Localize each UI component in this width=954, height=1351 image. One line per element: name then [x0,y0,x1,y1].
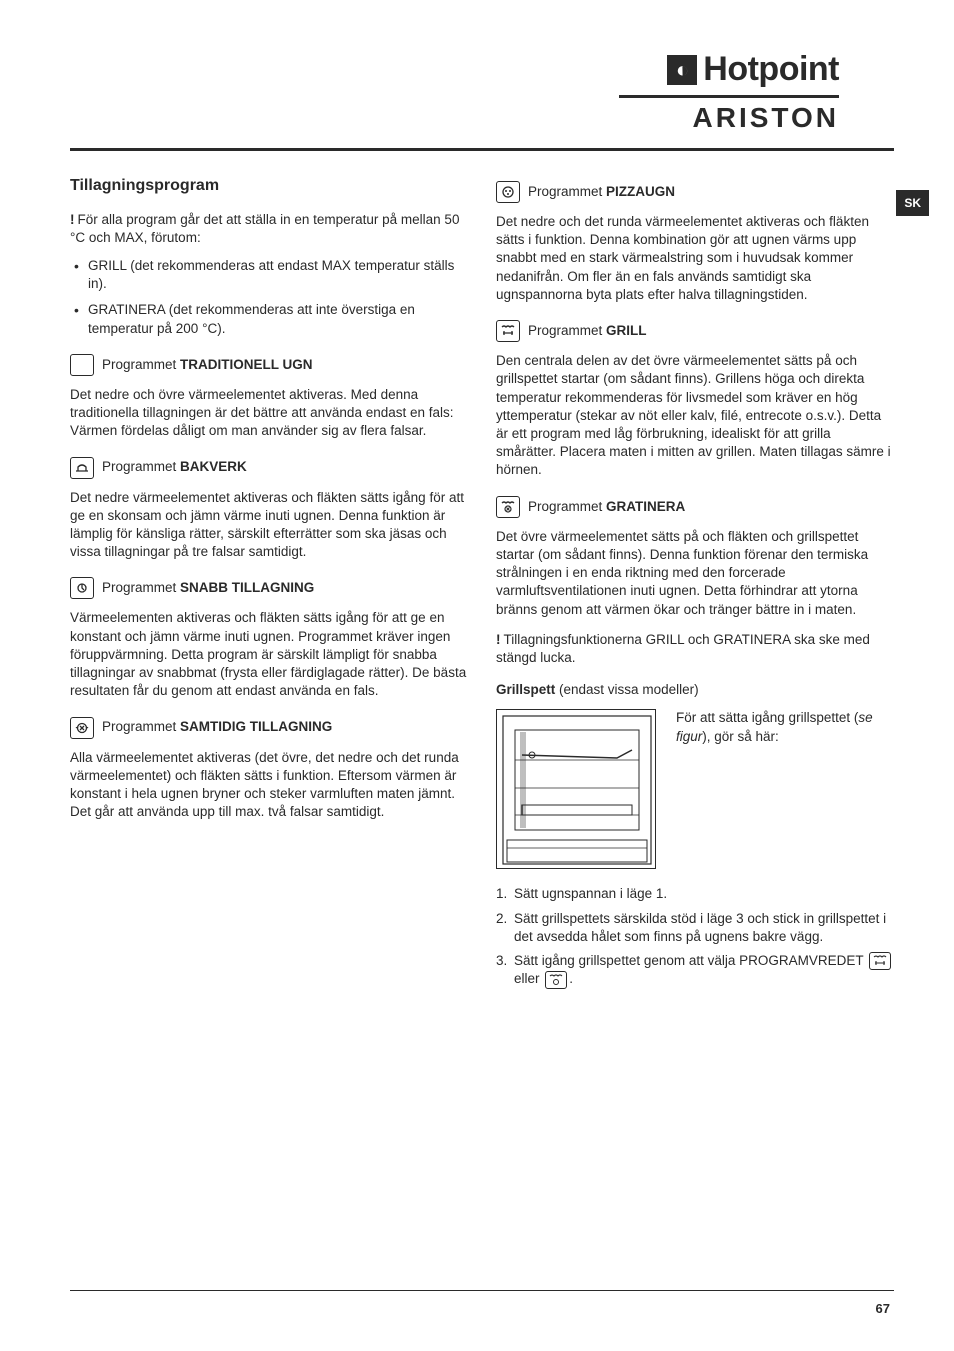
grillspett-heading: Grillspett (endast vissa modeller) [496,681,894,699]
program-header-traditionell: Programmet TRADITIONELL UGN [70,354,468,376]
program-label: Programmet SAMTIDIG TILLAGNING [102,718,332,736]
gratin-icon [496,496,520,518]
step-item: Sätt grillspettets särskilda stöd i läge… [496,910,894,946]
intro-warning: För alla program går det att ställa in e… [70,211,468,247]
list-item: GRILL (det rekommenderas att endast MAX … [70,257,468,293]
language-tab: SK [896,190,929,216]
fast-cooking-icon [70,577,94,599]
grillspett-steps: Sätt ugnspannan i läge 1. Sätt grillspet… [496,885,894,989]
program-label: Programmet GRILL [528,322,647,340]
brand-hotpoint: ◐ Hotpoint [619,50,839,89]
brand-block: ◐ Hotpoint ARISTON [619,50,839,134]
figure-caption: För att sätta igång grillspettet (se fig… [676,709,894,869]
program-label: Programmet PIZZAUGN [528,183,675,201]
program-header-gratinera: Programmet GRATINERA [496,496,894,518]
grill-icon [496,320,520,342]
page-number: 67 [876,1301,890,1316]
right-column: Programmet PIZZAUGN Det nedre och det ru… [496,175,894,995]
program-header-grill: Programmet GRILL [496,320,894,342]
program-header-snabb: Programmet SNABB TILLAGNING [70,577,468,599]
header-rule [70,148,894,151]
left-column: Tillagningsprogram För alla program går … [70,175,468,995]
multi-cooking-icon [70,717,94,739]
brand-primary: Hotpoint [703,50,839,89]
figure-row: För att sätta igång grillspettet (se fig… [496,709,894,869]
program-label: Programmet GRATINERA [528,498,685,516]
oven-diagram [496,709,656,869]
closed-door-warning: Tillagningsfunktionerna GRILL och GRATIN… [496,631,894,667]
grill-inline-icon [869,952,891,970]
program-body: Alla värmeelementet aktiveras (det övre,… [70,749,468,822]
program-body: Värmeelementen aktiveras och fläkten sät… [70,609,468,700]
program-body: Den centrala delen av det övre värmeelem… [496,352,894,480]
program-body: Det nedre och det runda värmeelementet a… [496,213,894,304]
program-label: Programmet TRADITIONELL UGN [102,356,313,374]
program-label: Programmet SNABB TILLAGNING [102,579,314,597]
exception-list: GRILL (det rekommenderas att endast MAX … [70,257,468,338]
content-columns: Tillagningsprogram För alla program går … [70,175,894,995]
program-body: Det nedre och övre värmeelementet aktive… [70,386,468,441]
program-header-bakverk: Programmet BAKVERK [70,457,468,479]
footer-rule [70,1290,894,1291]
brand-divider [619,95,839,98]
traditional-oven-icon [70,354,94,376]
program-header-samtidig: Programmet SAMTIDIG TILLAGNING [70,717,468,739]
program-body: Det övre värmeelementet sätts på och flä… [496,528,894,619]
gratin-inline-icon [545,971,567,989]
step-item: Sätt ugnspannan i läge 1. [496,885,894,903]
program-body: Det nedre värmeelementet aktiveras och f… [70,489,468,562]
step-item: Sätt igång grillspettet genom att välja … [496,952,894,989]
hotpoint-logo-icon: ◐ [667,55,697,85]
list-item: GRATINERA (det rekommenderas att inte öv… [70,301,468,337]
brand-secondary: ARISTON [619,102,839,134]
section-heading: Tillagningsprogram [70,175,468,197]
pizza-oven-icon [496,181,520,203]
program-header-pizza: Programmet PIZZAUGN [496,181,894,203]
program-label: Programmet BAKVERK [102,458,247,476]
baking-icon [70,457,94,479]
